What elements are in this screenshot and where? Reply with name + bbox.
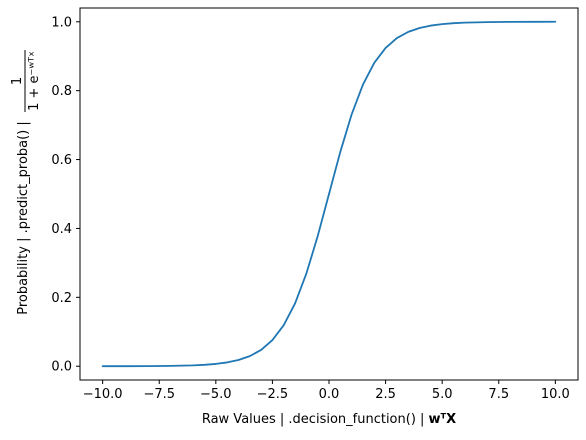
y-axis-title-text: Probability | .predict_proba() | <box>16 121 31 315</box>
y-axis-title-numerator: 1 <box>10 77 25 85</box>
y-tick-label: 1.0 <box>51 15 72 30</box>
y-tick-label: 0.2 <box>51 291 72 306</box>
plot-frame <box>79 7 579 381</box>
x-axis-title-math: wᵀX <box>429 412 457 427</box>
x-tick-label: 5.0 <box>432 387 453 402</box>
x-axis-title: Raw Values | .decision_function() | wᵀX <box>202 412 456 427</box>
x-tick-label: 7.5 <box>488 387 509 402</box>
x-axis-title-text: Raw Values | .decision_function() | <box>202 412 429 427</box>
x-tick-label: −5.0 <box>200 387 232 402</box>
y-tick-label: 0.8 <box>51 84 72 99</box>
sigmoid-curve <box>101 20 557 368</box>
x-tick-label: −7.5 <box>143 387 175 402</box>
y-axis-title: Probability | .predict_proba() | 1 1 + e… <box>10 50 42 315</box>
x-tick-label: −10.0 <box>83 387 123 402</box>
x-axis-ticks: −10.0 −7.5 −5.0 −2.5 0.0 2.5 5.0 7.5 10.0 <box>83 380 570 402</box>
x-tick-label: 10.0 <box>541 387 570 402</box>
y-tick-label: 0.6 <box>51 153 72 168</box>
x-tick-label: −2.5 <box>257 387 289 402</box>
x-tick-label: 0.0 <box>319 387 340 402</box>
y-tick-label: 0.0 <box>51 360 72 375</box>
y-axis-ticks: 0.0 0.2 0.4 0.6 0.8 1.0 <box>51 15 80 375</box>
y-tick-label: 0.4 <box>51 222 72 237</box>
y-axis-title-denominator: 1 + e⁻ʷᵀˣ <box>27 51 42 111</box>
x-tick-label: 2.5 <box>375 387 396 402</box>
